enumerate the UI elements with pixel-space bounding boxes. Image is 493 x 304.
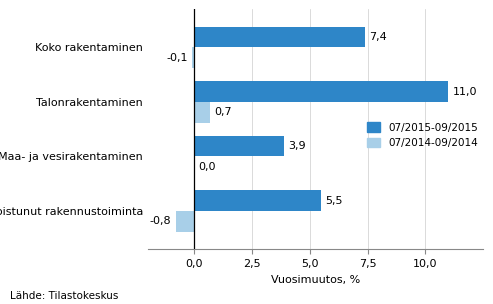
Bar <box>194 136 284 157</box>
Bar <box>194 26 365 47</box>
Text: -0,8: -0,8 <box>150 216 172 226</box>
Legend: 07/2015-09/2015, 07/2014-09/2014: 07/2015-09/2015, 07/2014-09/2014 <box>367 123 478 148</box>
Text: 5,5: 5,5 <box>325 196 343 206</box>
Text: 3,9: 3,9 <box>288 141 306 151</box>
Text: 11,0: 11,0 <box>453 87 477 97</box>
Bar <box>192 47 194 68</box>
X-axis label: Vuosimuutos, %: Vuosimuutos, % <box>271 275 360 285</box>
Text: -0,1: -0,1 <box>166 53 188 63</box>
Text: Lähde: Tilastokeskus: Lähde: Tilastokeskus <box>10 291 118 301</box>
Bar <box>176 211 194 232</box>
Text: 0,0: 0,0 <box>198 162 216 172</box>
Text: 0,7: 0,7 <box>214 107 232 117</box>
Bar <box>194 190 321 211</box>
Bar <box>194 81 449 102</box>
Bar <box>194 102 211 123</box>
Text: 7,4: 7,4 <box>369 32 387 42</box>
